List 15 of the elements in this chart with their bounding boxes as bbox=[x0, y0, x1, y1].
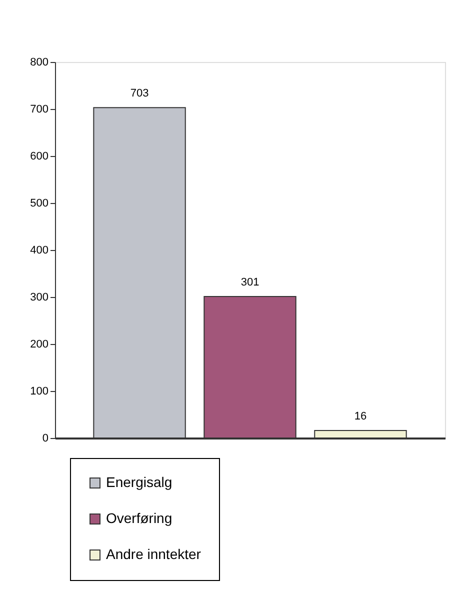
y-tick-label: 400 bbox=[30, 244, 48, 256]
y-tick-label: 100 bbox=[30, 386, 48, 398]
data-label: 16 bbox=[354, 410, 367, 422]
data-label: 703 bbox=[130, 88, 149, 100]
y-tick-label: 600 bbox=[30, 150, 48, 162]
legend-label: Andre inntekter bbox=[106, 546, 202, 562]
legend-label: Overføring bbox=[106, 510, 172, 526]
y-tick-label: 0 bbox=[42, 432, 48, 444]
y-tick-label: 300 bbox=[30, 292, 48, 304]
data-label: 301 bbox=[240, 276, 260, 289]
legend-label: Energisalg bbox=[106, 474, 172, 490]
y-tick-label: 700 bbox=[30, 104, 48, 116]
y-tick-label: 800 bbox=[30, 56, 48, 68]
y-tick-label: 500 bbox=[30, 198, 48, 210]
y-tick-label: 200 bbox=[30, 338, 48, 350]
